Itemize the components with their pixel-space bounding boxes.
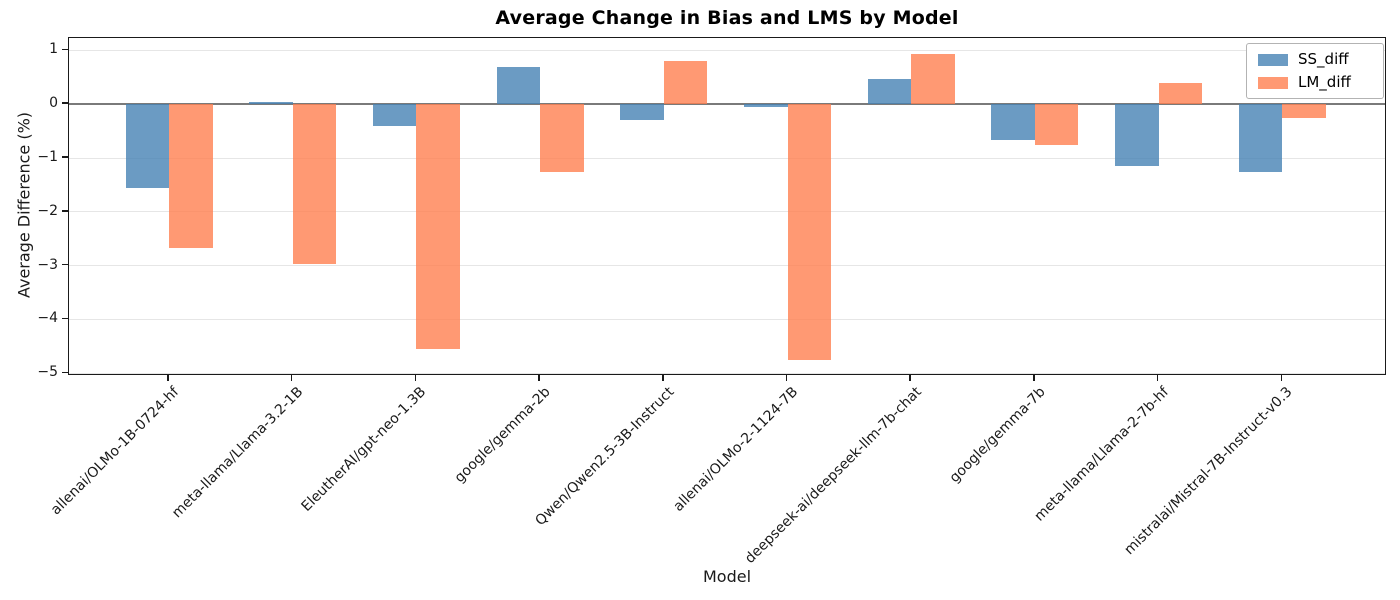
x-tick-label: allenai/OLMo-1B-0724-hf bbox=[48, 384, 183, 519]
y-tick-label: 0 bbox=[49, 95, 58, 112]
y-tick bbox=[62, 102, 68, 104]
gridline bbox=[69, 211, 1385, 213]
bar-ss_diff-8 bbox=[1115, 104, 1159, 166]
x-tick-label: google/gemma-2b bbox=[451, 384, 554, 487]
y-tick-label: −5 bbox=[37, 364, 58, 381]
bar-ss_diff-7 bbox=[991, 104, 1035, 140]
gridline bbox=[69, 49, 1385, 51]
x-tick bbox=[662, 375, 664, 381]
y-tick bbox=[62, 371, 68, 374]
gridline bbox=[69, 265, 1385, 267]
x-axis-label: Model bbox=[702, 567, 752, 586]
y-tick-label: −2 bbox=[37, 202, 58, 219]
x-tick bbox=[1280, 375, 1283, 381]
y-tick bbox=[62, 263, 68, 266]
bar-ss_diff-5 bbox=[744, 104, 788, 108]
bar-lm_diff-9 bbox=[1282, 104, 1326, 118]
bar-ss_diff-0 bbox=[125, 104, 169, 188]
bar-ss_diff-9 bbox=[1238, 104, 1283, 172]
x-tick-label: Qwen/Qwen2.5-3B-Instruct bbox=[532, 384, 678, 530]
legend-swatch-ss-diff bbox=[1258, 53, 1288, 66]
y-tick bbox=[62, 156, 68, 158]
bar-lm_diff-3 bbox=[540, 104, 584, 172]
legend-item-ss-diff: SS_diff bbox=[1258, 52, 1372, 67]
x-tick-label: allenai/OLMo-2-1124-7B bbox=[670, 384, 801, 515]
bar-lm_diff-0 bbox=[169, 104, 213, 248]
x-tick bbox=[167, 375, 169, 381]
bar-ss_diff-1 bbox=[249, 102, 293, 105]
x-tick-label: google/gemma-7b bbox=[946, 384, 1049, 487]
gridline bbox=[69, 157, 1385, 159]
legend-label-ss-diff: SS_diff bbox=[1298, 50, 1349, 68]
bar-lm_diff-8 bbox=[1158, 83, 1203, 105]
bar-lm_diff-2 bbox=[416, 104, 460, 349]
x-tick bbox=[538, 375, 540, 381]
bar-ss_diff-6 bbox=[867, 79, 912, 105]
x-tick bbox=[414, 375, 417, 381]
x-tick bbox=[1156, 375, 1159, 381]
x-tick-label: meta-llama/Llama-2-7b-hf bbox=[1031, 384, 1172, 525]
x-tick bbox=[1033, 375, 1035, 381]
y-tick-label: −4 bbox=[37, 310, 58, 327]
bar-ss_diff-2 bbox=[372, 104, 417, 127]
y-tick-label: −1 bbox=[37, 149, 58, 166]
y-tick bbox=[62, 317, 68, 320]
legend-label-lm-diff: LM_diff bbox=[1298, 73, 1351, 91]
bar-lm_diff-6 bbox=[911, 53, 955, 105]
x-tick bbox=[909, 375, 911, 381]
bar-lm_diff-7 bbox=[1034, 104, 1079, 146]
legend-swatch-lm-diff bbox=[1258, 76, 1288, 89]
bar-lm_diff-4 bbox=[663, 61, 708, 105]
chart-title: Average Change in Bias and LMS by Model bbox=[495, 7, 959, 29]
bar-lm_diff-5 bbox=[787, 104, 831, 361]
y-tick bbox=[62, 210, 68, 212]
legend: SS_diff LM_diff bbox=[1246, 43, 1384, 99]
plot-area bbox=[68, 37, 1386, 375]
zero-axis-line bbox=[69, 103, 1385, 105]
bar-lm_diff-1 bbox=[292, 104, 337, 265]
x-tick bbox=[785, 375, 788, 381]
gridline bbox=[69, 318, 1385, 320]
legend-item-lm-diff: LM_diff bbox=[1258, 75, 1372, 90]
bar-ss_diff-4 bbox=[620, 104, 664, 120]
y-tick bbox=[62, 48, 68, 51]
y-tick-label: −3 bbox=[37, 256, 58, 273]
x-tick-label: EleutherAI/gpt-neo-1.3B bbox=[298, 384, 430, 515]
x-tick-label: meta-llama/Llama-3.2-1B bbox=[168, 384, 307, 522]
x-tick bbox=[290, 375, 293, 381]
y-tick-label: 1 bbox=[49, 41, 58, 58]
gridline bbox=[69, 372, 1385, 374]
bar-ss_diff-3 bbox=[496, 66, 541, 105]
